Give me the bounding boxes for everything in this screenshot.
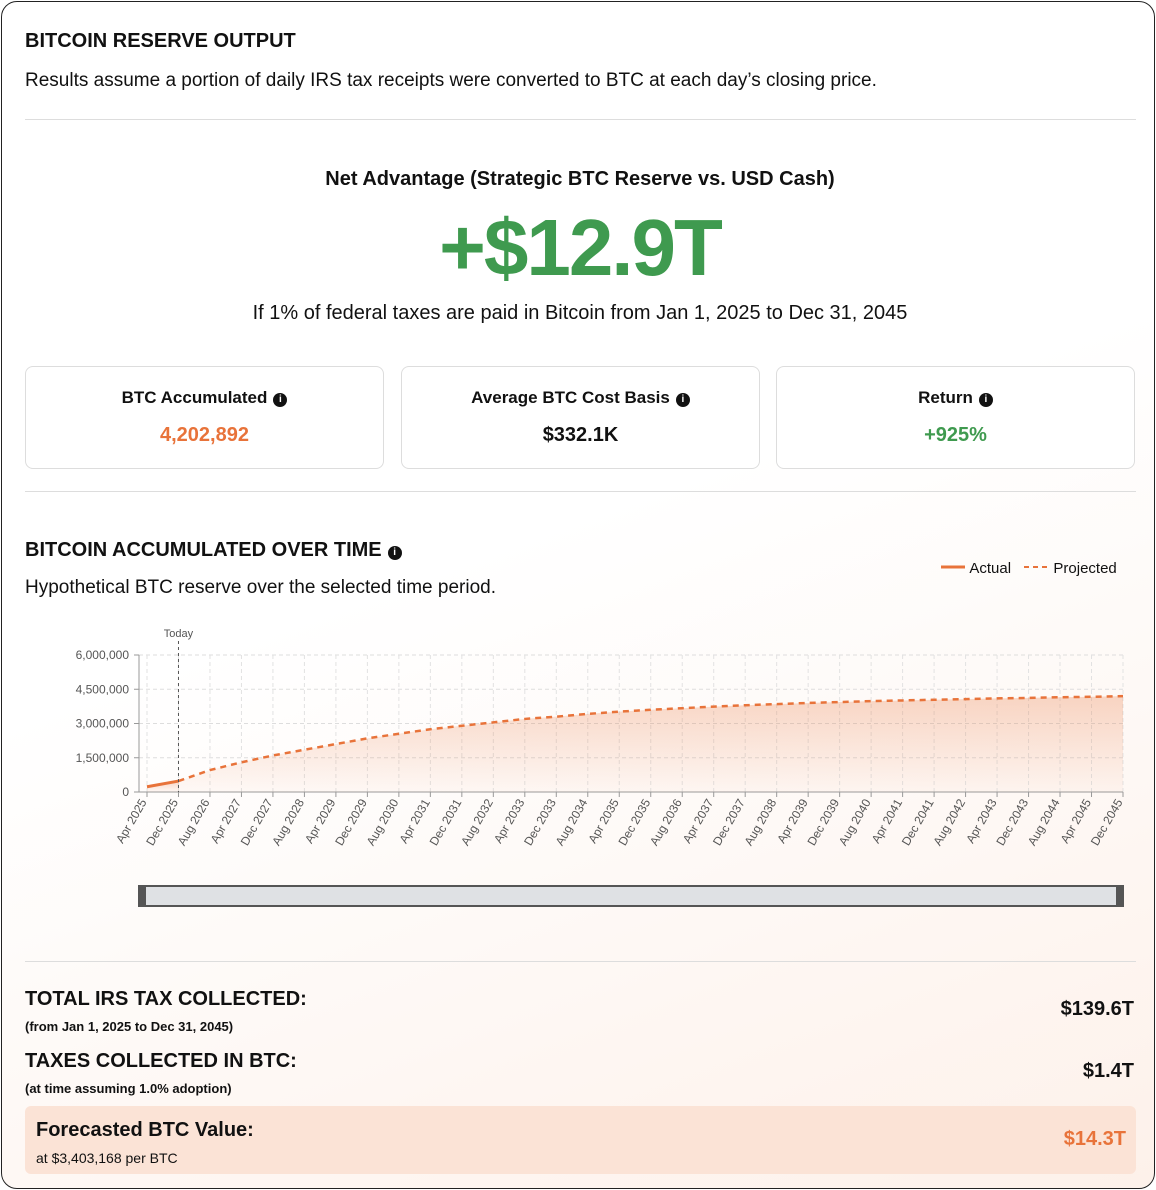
info-icon[interactable]: i [387,546,402,560]
y-tick-label: 0 [122,785,129,799]
summary-note: (at time assuming 1.0% adoption) [25,1081,232,1096]
summary-label: TOTAL IRS TAX COLLECTED: [25,988,307,1010]
chart-title-text: BITCOIN ACCUMULATED OVER TIME [25,539,382,561]
y-tick-label: 4,500,000 [76,682,130,696]
stat-label: Average BTC Cost Basis [471,388,670,407]
net-label: Net Advantage (Strategic BTC Reserve vs.… [325,168,835,190]
stat-card: BTC Accumulated i 4,202,892 [25,366,384,469]
y-tick-label: 6,000,000 [76,648,130,662]
stat-value: +925% [924,424,987,446]
stat-card: Return i +925% [776,366,1135,469]
legend-label: Actual [969,560,1012,577]
net-value: +$12.9T [439,203,723,292]
info-icon[interactable]: i [273,393,288,407]
subtitle: Results assume a portion of daily IRS ta… [25,70,877,91]
annotation: Today [164,628,194,640]
summary-note: at $3,403,168 per BTC [36,1150,178,1166]
stat-label: Return [918,388,973,407]
slider-handle[interactable] [138,885,146,907]
summary-value: $1.4T [1082,1060,1134,1082]
net-description: If 1% of federal taxes are paid in Bitco… [252,302,908,324]
stat-label: BTC Accumulated [121,388,268,407]
summary-value: $139.6T [1060,998,1134,1020]
summary-label: TAXES COLLECTED IN BTC: [25,1050,297,1072]
stat-card: Average BTC Cost Basis i $332.1K [401,366,760,469]
legend: Actual Projected [940,560,1117,577]
line [178,694,1124,783]
legend-swatch [941,565,965,569]
stat-value: $332.1K [542,424,619,446]
summary-label: Forecasted BTC Value: [36,1119,254,1141]
info-icon[interactable]: i [675,393,690,407]
divider [25,119,1136,120]
range-slider[interactable] [138,885,1124,907]
summary-value: $14.3T [1063,1128,1126,1150]
slider-handle[interactable] [1116,885,1124,907]
forecast-box: Forecasted BTC Value: at $3,403,168 per … [25,1106,1136,1174]
line [146,779,179,789]
chart-subtitle: Hypothetical BTC reserve over the select… [25,577,496,598]
chart-title: BITCOIN ACCUMULATED OVER TIME i [25,539,402,562]
y-tick-label: 1,500,000 [76,751,130,765]
divider [25,491,1136,492]
chart: 01,500,0003,000,0004,500,0006,000,000Apr… [76,628,1126,848]
stat-value: 4,202,892 [160,424,249,446]
title: BITCOIN RESERVE OUTPUT [25,30,296,52]
summary-note: (from Jan 1, 2025 to Dec 31, 2045) [25,1019,234,1034]
legend-swatch [1024,566,1049,568]
area [178,696,1123,792]
info-icon[interactable]: i [978,393,993,407]
y-tick-label: 3,000,000 [76,717,130,731]
legend-label: Projected [1053,560,1117,577]
divider [25,961,1136,962]
